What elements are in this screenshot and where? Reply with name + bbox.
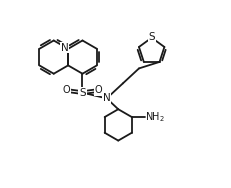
- Text: S: S: [79, 88, 85, 98]
- Text: S: S: [148, 32, 154, 42]
- Text: O: O: [62, 85, 70, 95]
- Text: N: N: [102, 93, 110, 103]
- Text: O: O: [94, 85, 102, 95]
- Text: NH$_2$: NH$_2$: [144, 110, 164, 124]
- Text: N: N: [61, 43, 68, 53]
